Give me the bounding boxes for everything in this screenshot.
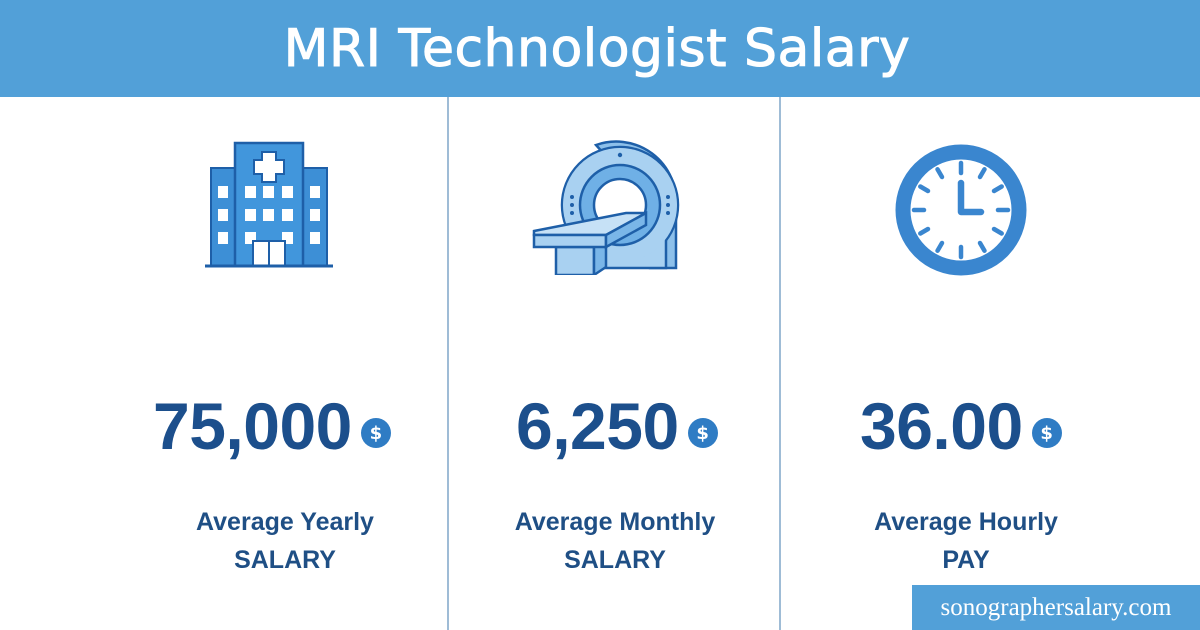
yearly-salary-value: 75,000: [153, 389, 352, 463]
page-title: MRI Technologist Salary: [283, 18, 911, 79]
hourly-pay-label: Average Hourly PAY: [821, 503, 1111, 579]
site-watermark: sonographersalary.com: [912, 585, 1200, 630]
monthly-salary-value: 6,250: [516, 389, 679, 463]
monthly-value-row: 6,250 $: [516, 386, 718, 466]
label-line-2: SALARY: [564, 546, 666, 574]
clock-icon: [894, 143, 1028, 277]
dollar-icon: $: [360, 418, 391, 448]
label-line-1: Average Monthly: [514, 508, 716, 536]
header-banner: MRI Technologist Salary: [0, 0, 1200, 97]
label-line-1: Average Hourly: [874, 508, 1058, 536]
column-divider: [779, 97, 781, 630]
label-line-2: SALARY: [234, 546, 336, 574]
label-line-2: PAY: [942, 546, 990, 574]
hourly-value-row: 36.00 $: [860, 386, 1062, 466]
mri-scanner-icon: [530, 135, 690, 278]
hospital-icon: [205, 138, 333, 268]
dollar-icon: $: [687, 418, 718, 448]
hourly-pay-value: 36.00: [860, 389, 1023, 463]
yearly-value-row: 75,000 $: [153, 386, 391, 466]
column-divider: [447, 97, 449, 630]
monthly-salary-label: Average Monthly SALARY: [465, 503, 765, 579]
stat-card-monthly: 6,250 $ Average Monthly SALARY: [449, 97, 779, 630]
stat-card-yearly: 75,000 $ Average Yearly SALARY: [0, 97, 447, 630]
dollar-icon: $: [1031, 418, 1062, 448]
yearly-salary-label: Average Yearly SALARY: [140, 503, 430, 579]
stat-card-hourly: 36.00 $ Average Hourly PAY: [781, 97, 1200, 630]
label-line-1: Average Yearly: [196, 508, 374, 536]
